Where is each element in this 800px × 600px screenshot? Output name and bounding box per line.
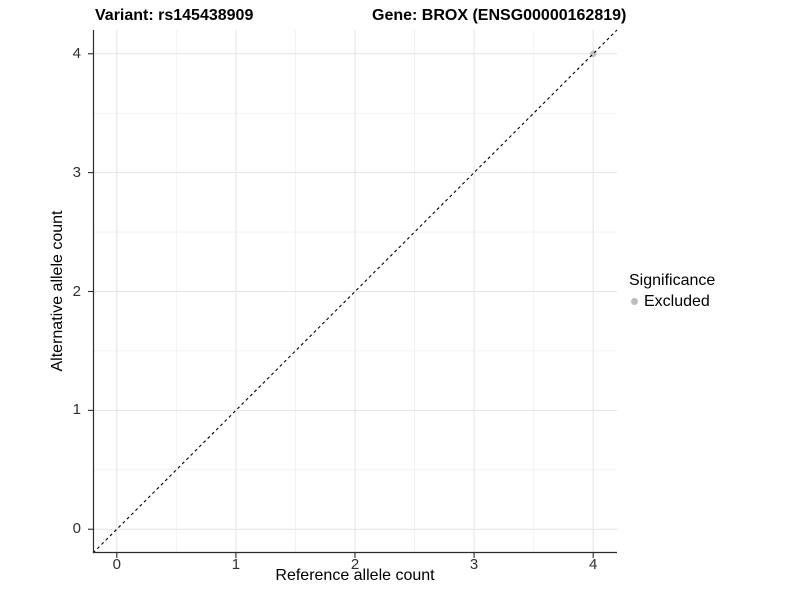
chart-title-variant: Variant: rs145438909 xyxy=(95,7,254,24)
x-axis-label: Reference allele count xyxy=(275,567,435,584)
y-tick-label: 3 xyxy=(72,163,81,181)
x-tick-label: 3 xyxy=(469,556,479,573)
x-tick-label: 4 xyxy=(589,556,598,573)
x-tick-label: 2 xyxy=(350,556,360,573)
y-tick-label: 2 xyxy=(72,282,81,300)
legend-title: Significance xyxy=(629,272,716,289)
plot-canvas xyxy=(88,29,618,558)
legend-item-excluded: Excluded xyxy=(629,292,715,311)
legend: Significance Excluded xyxy=(629,271,715,311)
x-tick-label: 1 xyxy=(231,556,241,573)
legend-point-icon xyxy=(631,298,638,305)
y-tick-label: 1 xyxy=(72,401,81,419)
x-tick-label: 0 xyxy=(112,556,121,573)
y-tick-label: 4 xyxy=(72,44,81,62)
plot-panel xyxy=(88,29,618,558)
chart-title-gene: Gene: BROX (ENSG00000162819) xyxy=(372,7,627,24)
y-axis-label: Alternative allele count xyxy=(49,210,66,372)
y-tick-label: 0 xyxy=(72,520,81,538)
legend-item-label: Excluded xyxy=(644,293,710,310)
